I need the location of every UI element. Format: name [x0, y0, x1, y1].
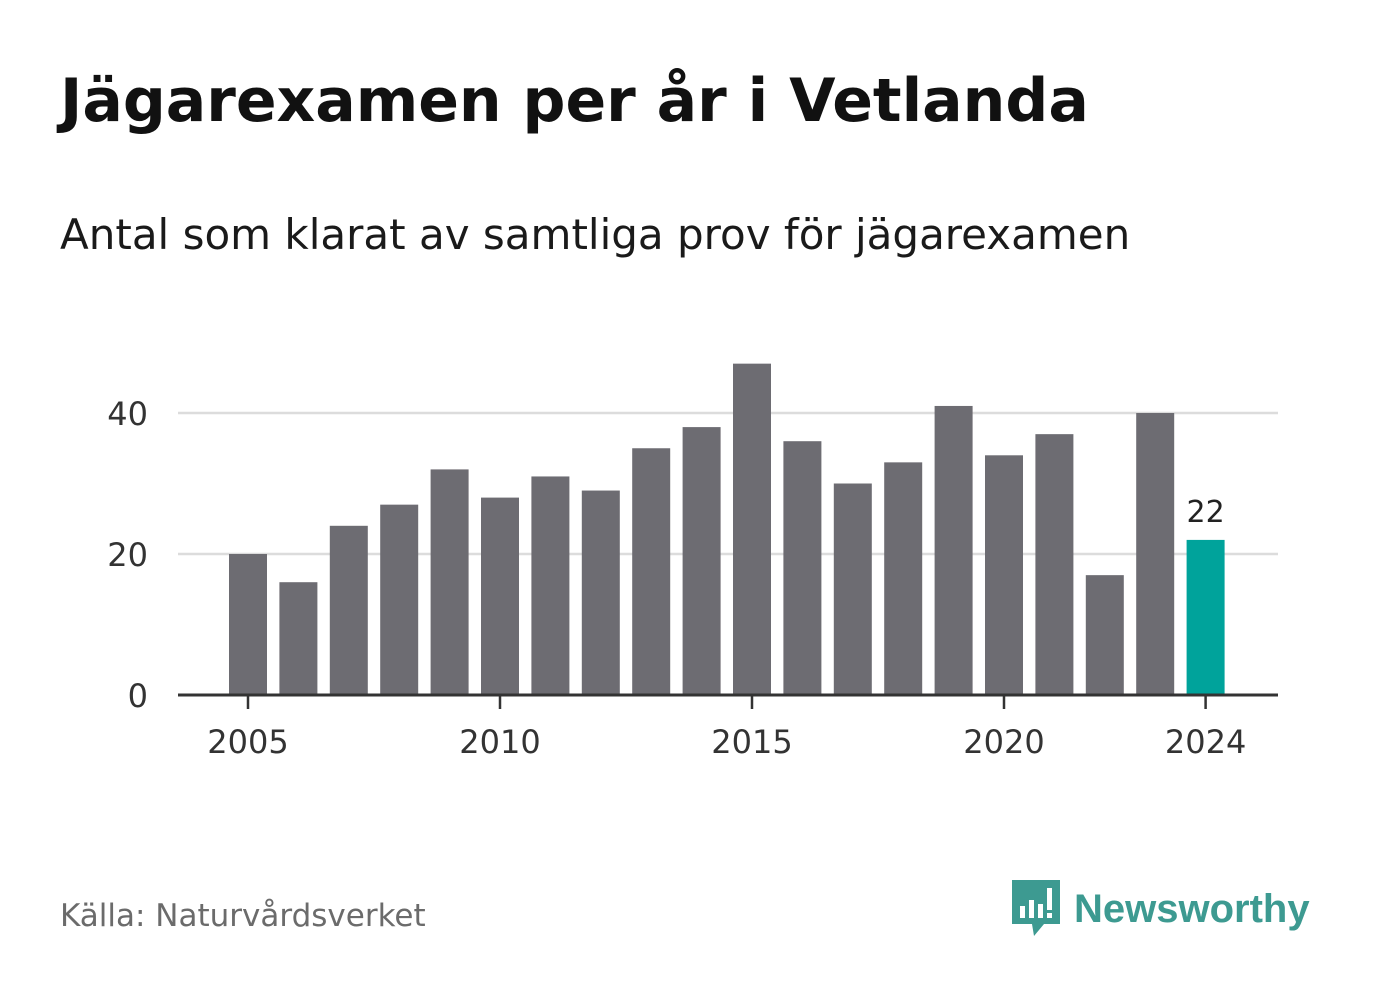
x-tick-label: 2024 [1165, 723, 1246, 761]
bar [279, 582, 318, 695]
bar [985, 455, 1023, 695]
brand-logo: Newsworthy [1010, 878, 1310, 940]
bar [329, 525, 368, 695]
y-tick-label: 40 [107, 395, 148, 433]
x-tick-label: 2005 [207, 723, 288, 761]
chart-subtitle: Antal som klarat av samtliga prov för jä… [60, 210, 1131, 259]
source-note: Källa: Naturvårdsverket [60, 898, 426, 934]
bar [430, 469, 469, 695]
bar [229, 554, 267, 695]
bar [1085, 575, 1124, 695]
brand-name: Newsworthy [1074, 886, 1310, 931]
bar [884, 462, 923, 695]
bar-highlight [1186, 539, 1225, 695]
bar [733, 363, 771, 695]
bar [833, 483, 872, 695]
bar [1136, 413, 1175, 695]
data-label: 22 [1187, 495, 1225, 530]
chart-title: Jägarexamen per år i Vetlanda [60, 66, 1089, 136]
bar [481, 497, 519, 695]
bar [531, 476, 570, 695]
bar [934, 405, 973, 695]
newsworthy-logo-icon [1012, 880, 1060, 936]
x-tick-label: 2020 [963, 723, 1044, 761]
x-tick-label: 2010 [459, 723, 540, 761]
bar [682, 427, 721, 695]
bar [380, 504, 419, 695]
y-tick-label: 0 [128, 677, 148, 715]
x-tick-label: 2015 [711, 723, 792, 761]
bar [1035, 434, 1074, 695]
bar [581, 490, 620, 695]
bar [783, 441, 822, 695]
bar [632, 448, 671, 695]
y-tick-label: 20 [107, 536, 148, 574]
